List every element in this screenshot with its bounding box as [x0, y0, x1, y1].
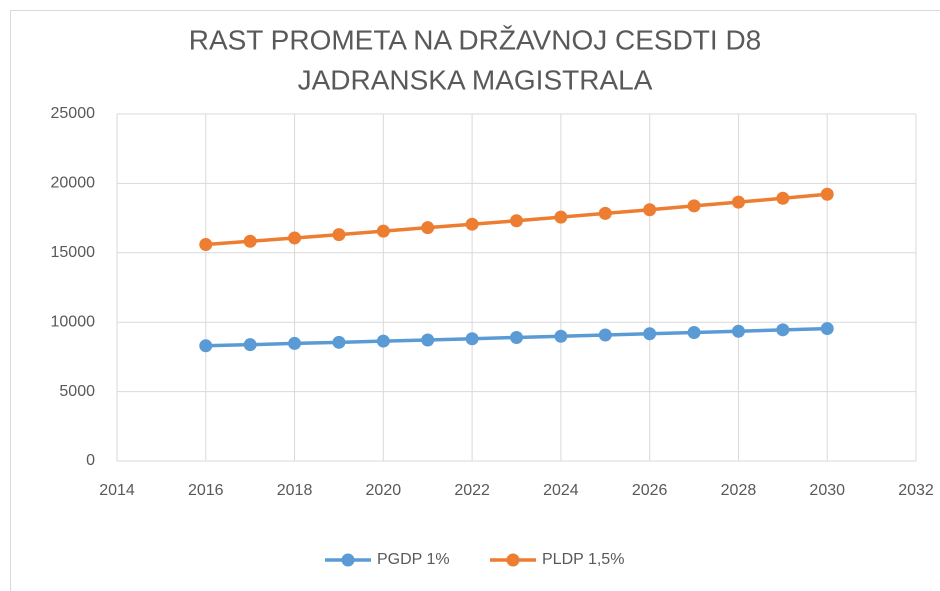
x-tick-label: 2020: [366, 482, 402, 499]
marker: [332, 335, 346, 349]
marker: [554, 329, 568, 343]
y-tick-label: 10000: [51, 313, 96, 330]
marker: [288, 231, 302, 245]
y-tick-label: 15000: [51, 244, 96, 261]
marker: [687, 325, 701, 339]
x-tick-label: 2018: [277, 482, 313, 499]
marker: [510, 214, 523, 228]
marker: [776, 191, 790, 205]
legend-marker: [506, 553, 520, 567]
y-tick-label: 20000: [51, 175, 96, 192]
marker: [199, 339, 213, 353]
x-tick-label: 2030: [809, 482, 845, 499]
marker: [376, 224, 390, 238]
marker: [731, 324, 745, 338]
x-tick-label: 2024: [543, 482, 579, 499]
marker: [820, 322, 834, 336]
x-tick-label: 2032: [898, 482, 934, 499]
marker: [643, 203, 657, 217]
legend-label: PGDP 1%: [377, 551, 450, 568]
marker: [243, 234, 257, 248]
legend-label: PLDP 1,5%: [542, 551, 624, 568]
marker: [199, 237, 213, 251]
marker: [598, 328, 612, 342]
marker: [421, 221, 435, 235]
marker: [465, 332, 479, 346]
marker: [376, 334, 390, 348]
marker: [510, 330, 523, 344]
x-tick-label: 2026: [632, 482, 668, 499]
x-tick-label: 2016: [188, 482, 224, 499]
marker: [820, 187, 834, 201]
marker: [731, 195, 745, 209]
marker: [643, 327, 657, 341]
chart-title: JADRANSKA MAGISTRALA: [298, 64, 653, 95]
marker: [465, 217, 479, 231]
y-tick-label: 5000: [59, 383, 95, 400]
y-tick-label: 25000: [51, 105, 96, 122]
chart-title: RAST PROMETA NA DRŽAVNOJ CESDTI D8: [189, 24, 762, 55]
marker: [598, 206, 612, 220]
legend-marker: [341, 553, 355, 567]
y-tick-label: 0: [86, 452, 95, 469]
marker: [687, 199, 701, 213]
x-tick-label: 2022: [454, 482, 490, 499]
x-tick-label: 2028: [721, 482, 757, 499]
marker: [288, 336, 302, 350]
marker: [243, 338, 257, 352]
marker: [776, 323, 790, 337]
marker: [554, 210, 568, 224]
marker: [332, 228, 346, 242]
marker: [421, 333, 435, 347]
chart-border: [10, 10, 940, 591]
x-tick-label: 2014: [99, 482, 135, 499]
